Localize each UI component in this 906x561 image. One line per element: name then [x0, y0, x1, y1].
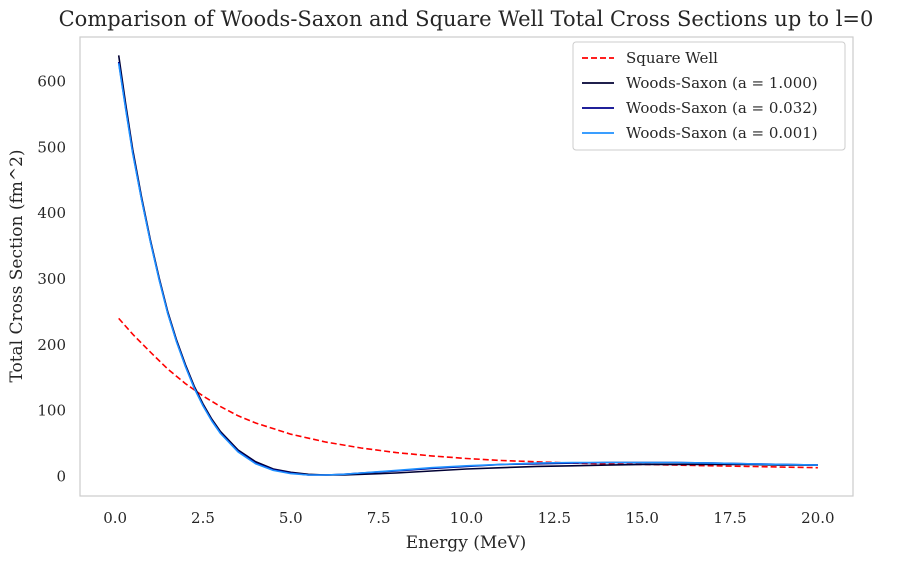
x-tick-label: 2.5 [191, 509, 215, 527]
legend-label: Woods-Saxon (a = 0.001) [626, 124, 818, 142]
x-axis-label: Energy (MeV) [406, 533, 526, 553]
x-tick-label: 12.5 [538, 509, 571, 527]
legend-box [572, 41, 846, 151]
x-tick-label: 0.0 [103, 509, 127, 527]
x-tick-labels: 0.0 2.5 5.0 7.5 10.0 12.5 15.0 17.5 20.0 [103, 509, 834, 527]
legend: Square Well Woods-Saxon (a = 1.000) Woods-… [572, 41, 846, 151]
legend-label: Woods-Saxon (a = 1.000) [626, 74, 818, 92]
y-tick-label: 300 [37, 270, 66, 288]
x-tick-label: 10.0 [450, 509, 483, 527]
chart-title: Comparison of Woods-Saxon and Square Wel… [59, 7, 874, 31]
y-tick-label: 500 [37, 138, 66, 156]
y-tick-labels: 0 100 200 300 400 500 600 [37, 73, 66, 486]
x-tick-label: 5.0 [279, 509, 303, 527]
x-tick-label: 7.5 [367, 509, 391, 527]
y-tick-label: 400 [37, 204, 66, 222]
x-tick-label: 15.0 [625, 509, 658, 527]
y-tick-label: 200 [37, 336, 66, 354]
plot-area-frame [79, 36, 854, 497]
legend-label: Woods-Saxon (a = 0.032) [626, 99, 818, 117]
legend-items: Square Well Woods-Saxon (a = 1.000) Woods-… [582, 49, 818, 142]
series-line-4 [117, 63, 818, 476]
y-tick-label: 0 [56, 467, 66, 485]
series-layer [117, 55, 818, 476]
legend-label: Square Well [626, 49, 718, 67]
x-tick-label: 17.5 [713, 509, 746, 527]
y-tick-label: 600 [37, 73, 66, 91]
y-tick-label: 100 [37, 402, 66, 420]
y-axis-label: Total Cross Section (fm^2) [7, 149, 27, 382]
x-tick-label: 20.0 [801, 509, 834, 527]
